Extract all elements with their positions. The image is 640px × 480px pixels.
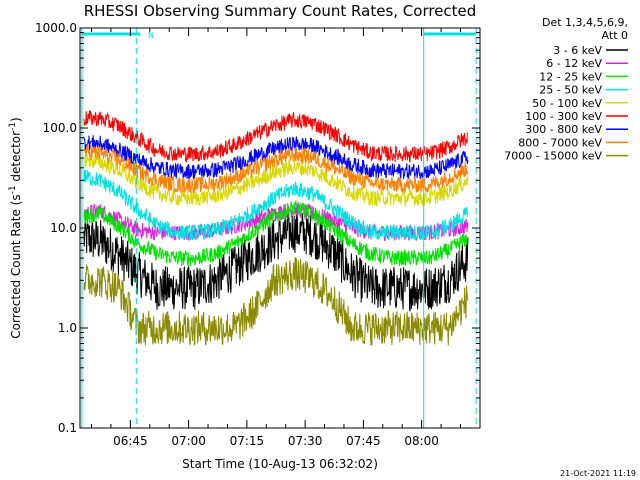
x-tick-label: 06:45 [113, 434, 148, 448]
series-line [83, 169, 469, 241]
series-line [83, 257, 469, 346]
legend-entry-label: 50 - 100 keV [532, 97, 602, 110]
y-axis-label-main: Corrected Count Rate (s [9, 194, 23, 338]
y-axis: 0.1 1.0 10.0 100.0 1000.0 [35, 21, 480, 435]
x-tick-label: 08:00 [404, 434, 439, 448]
series-line [83, 110, 469, 164]
x-axis: 06:45 07:00 07:15 07:30 07:45 08:00 [91, 28, 461, 448]
x-tick-label: 07:00 [171, 434, 206, 448]
y-axis-label: Corrected Count Rate (s-1 detector-1) [8, 117, 23, 338]
chart-title: RHESSI Observing Summary Count Rates, Co… [84, 2, 477, 20]
y-axis-label-end: ) [9, 117, 23, 122]
legend-entry-label: 800 - 7000 keV [518, 136, 602, 149]
legend-entry-label: 300 - 800 keV [525, 123, 602, 136]
legend-entry-label: 7000 - 15000 keV [504, 150, 602, 163]
night-annotation: N [148, 31, 154, 40]
series-line [83, 210, 469, 312]
legend-header-detectors: Det 1,3,4,5,6,9, [542, 16, 628, 29]
y-tick-label: 1000.0 [35, 21, 77, 35]
series-line [83, 200, 469, 267]
legend-entry-label: 12 - 25 keV [539, 70, 602, 83]
series-line [83, 135, 469, 180]
x-tick-label: 07:15 [230, 434, 265, 448]
legend-header-attenuator: Att 0 [602, 29, 628, 42]
x-tick-label: 07:45 [346, 434, 381, 448]
x-tick-label: 07:30 [288, 434, 323, 448]
legend-entry-label: 25 - 50 keV [539, 84, 602, 97]
series-line [83, 144, 469, 194]
y-tick-label: 1.0 [58, 321, 77, 335]
y-tick-label: 10.0 [50, 221, 77, 235]
legend-entry-label: 3 - 6 keV [553, 44, 602, 57]
series-line [83, 153, 469, 207]
legend-entry-label: 100 - 300 keV [525, 110, 602, 123]
y-tick-label: 100.0 [43, 121, 77, 135]
y-axis-label-sup1: -1 [8, 185, 18, 194]
y-axis-label-sup2: -1 [8, 122, 18, 131]
generated-timestamp: 21-Oct-2021 11:19 [560, 469, 636, 478]
legend-entry-label: 6 - 12 keV [546, 57, 602, 70]
series-layer [83, 110, 469, 346]
y-tick-label: 0.1 [58, 421, 77, 435]
y-axis-label-mid: detector [9, 131, 23, 186]
x-axis-label: Start Time (10-Aug-13 06:32:02) [182, 457, 378, 471]
